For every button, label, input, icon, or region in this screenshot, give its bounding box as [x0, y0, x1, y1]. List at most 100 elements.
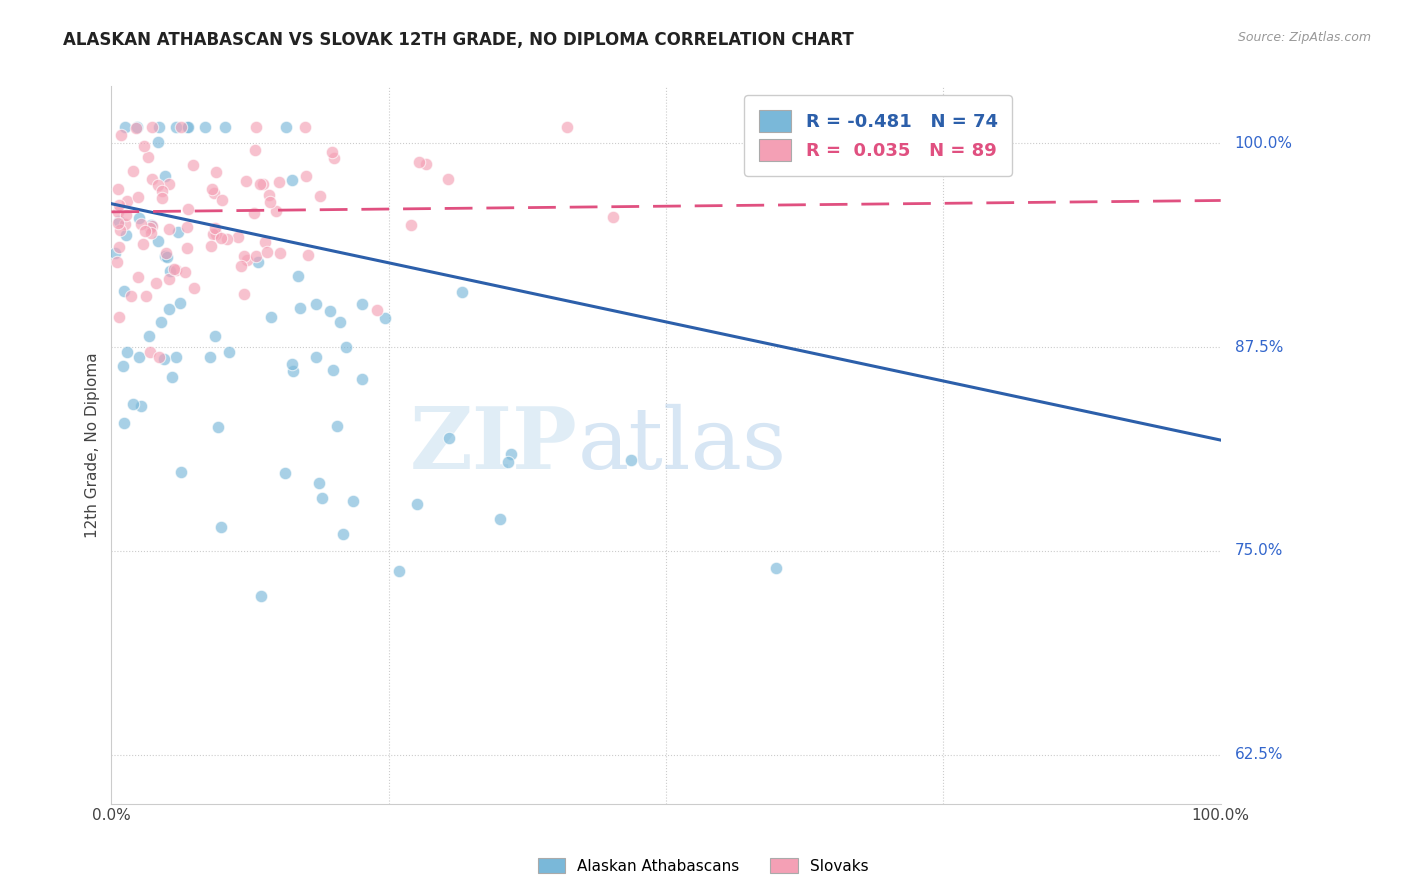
Point [399, 218, 422, 232]
Point [259, 310, 281, 325]
Point [141, 120, 163, 135]
Point [194, 120, 217, 135]
Point [211, 193, 233, 207]
Y-axis label: 12th Grade, No Diploma: 12th Grade, No Diploma [86, 352, 100, 538]
Point [209, 231, 232, 245]
Point [243, 205, 266, 219]
Legend: R = -0.481   N = 74, R =  0.035   N = 89: R = -0.481 N = 74, R = 0.035 N = 89 [744, 95, 1012, 176]
Point [155, 245, 177, 260]
Point [256, 244, 278, 259]
Point [166, 225, 188, 239]
Point [218, 345, 240, 359]
Point [125, 121, 148, 136]
Point [232, 249, 254, 263]
Point [170, 465, 193, 479]
Point [287, 268, 309, 283]
Point [305, 297, 328, 311]
Point [204, 329, 226, 343]
Point [245, 143, 267, 157]
Point [132, 237, 155, 252]
Point [112, 284, 135, 298]
Point [176, 120, 198, 135]
Point [127, 269, 149, 284]
Point [321, 145, 343, 160]
Point [136, 150, 159, 164]
Point [125, 120, 148, 135]
Point [984, 821, 1007, 835]
Point [408, 155, 430, 169]
Point [114, 217, 136, 231]
Point [156, 250, 179, 264]
Point [281, 357, 304, 371]
Point [129, 399, 152, 413]
Point [406, 497, 429, 511]
Point [104, 245, 127, 260]
Point [204, 221, 226, 235]
Point [322, 152, 344, 166]
Point [501, 447, 523, 461]
Point [146, 178, 169, 193]
Point [280, 173, 302, 187]
Point [129, 217, 152, 231]
Point [165, 350, 187, 364]
Point [267, 175, 290, 189]
Point [141, 172, 163, 186]
Point [201, 182, 224, 196]
Point [153, 169, 176, 183]
Point [105, 254, 128, 268]
Point [352, 297, 374, 311]
Point [232, 287, 254, 301]
Point [308, 189, 330, 203]
Point [308, 475, 330, 490]
Point [107, 205, 129, 219]
Point [107, 240, 129, 254]
Point [157, 301, 180, 316]
Point [388, 565, 411, 579]
Point [169, 296, 191, 310]
Point [122, 163, 145, 178]
Point [326, 418, 349, 433]
Point [138, 329, 160, 343]
Point [245, 249, 267, 263]
Point [122, 397, 145, 411]
Legend: Alaskan Athabascans, Slovaks: Alaskan Athabascans, Slovaks [531, 852, 875, 880]
Point [139, 344, 162, 359]
Point [319, 303, 342, 318]
Point [115, 194, 138, 209]
Point [281, 364, 304, 378]
Point [141, 219, 163, 234]
Point [150, 184, 173, 198]
Text: ALASKAN ATHABASCAN VS SLOVAK 12TH GRADE, NO DIPLOMA CORRELATION CHART: ALASKAN ATHABASCAN VS SLOVAK 12TH GRADE,… [63, 31, 853, 49]
Point [366, 303, 388, 318]
Point [765, 561, 787, 575]
Point [215, 232, 238, 246]
Point [496, 455, 519, 469]
Point [304, 350, 326, 364]
Point [132, 139, 155, 153]
Point [274, 467, 297, 481]
Point [198, 350, 221, 364]
Point [177, 120, 200, 135]
Point [269, 245, 291, 260]
Point [274, 120, 297, 135]
Point [159, 264, 181, 278]
Point [134, 223, 156, 237]
Point [110, 128, 132, 142]
Point [249, 178, 271, 192]
Point [436, 172, 458, 186]
Point [437, 431, 460, 445]
Point [602, 210, 624, 224]
Point [288, 301, 311, 315]
Point [231, 259, 253, 273]
Point [207, 420, 229, 434]
Point [165, 263, 187, 277]
Point [311, 491, 333, 505]
Point [297, 247, 319, 261]
Point [226, 229, 249, 244]
Point [153, 248, 176, 262]
Point [139, 227, 162, 241]
Point [205, 227, 228, 241]
Point [107, 216, 129, 230]
Point [259, 194, 281, 209]
Point [146, 135, 169, 149]
